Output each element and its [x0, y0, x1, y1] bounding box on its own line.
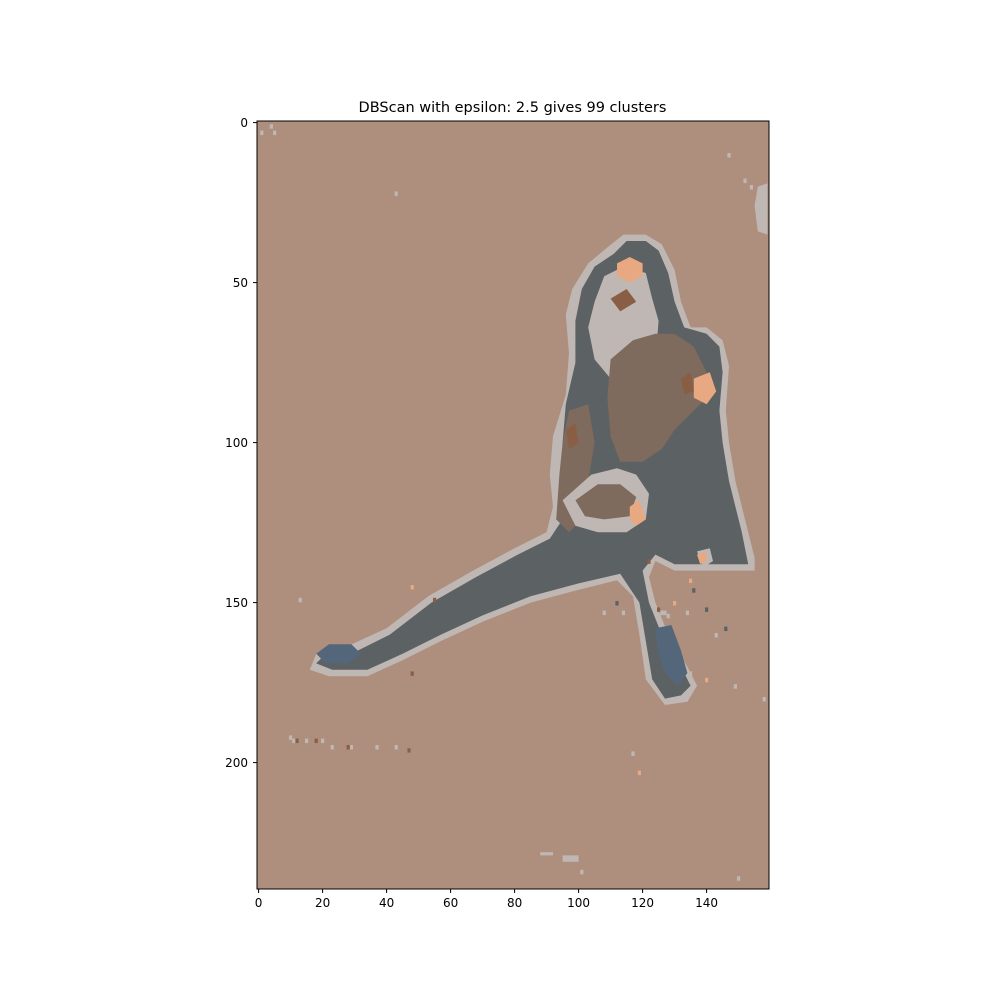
cluster-region-rust — [681, 372, 694, 395]
cluster-speck-edge — [330, 745, 334, 750]
cluster-speck-rust — [647, 559, 651, 564]
x-tick-label: 100 — [567, 896, 590, 910]
cluster-speck-edge — [631, 751, 635, 756]
cluster-region-edge — [754, 183, 768, 235]
cluster-speck-dark — [615, 601, 619, 606]
cluster-speck-edge — [269, 124, 273, 129]
y-axis: 0 50 100 150 200 — [225, 116, 257, 770]
x-tick-label: 0 — [255, 896, 263, 910]
x-tick-label: 40 — [379, 896, 394, 910]
cluster-region-rust — [565, 423, 579, 449]
cluster-speck-edge — [260, 130, 264, 136]
cluster-speck-dark — [705, 607, 709, 612]
x-tick-label: 60 — [443, 896, 458, 910]
cluster-region-skin — [693, 372, 717, 405]
cluster-speck-skin — [705, 677, 709, 683]
y-tick-label: 100 — [225, 436, 248, 450]
cluster-region-brown — [607, 333, 707, 462]
cluster-speck-edge — [714, 633, 718, 638]
y-tick-label: 50 — [233, 276, 248, 290]
x-tick-label: 120 — [631, 896, 654, 910]
cluster-speck-edge — [375, 745, 379, 750]
x-axis: 0 20 40 60 80 100 120 140 — [255, 889, 718, 910]
cluster-speck-edge — [689, 671, 693, 676]
cluster-speck-rust — [346, 745, 350, 750]
cluster-speck-rust — [295, 738, 299, 744]
cluster-regions — [309, 183, 768, 862]
cluster-speck-dark — [724, 626, 728, 632]
cluster-speck-edge — [737, 876, 741, 881]
cluster-speck-edge — [349, 745, 353, 750]
cluster-speck-edge — [394, 745, 398, 750]
x-tick-label: 20 — [315, 896, 330, 910]
cluster-speck-skin — [689, 578, 693, 584]
cluster-speck-edge — [727, 153, 731, 158]
cluster-speck-edge — [580, 869, 584, 875]
cluster-speck-edge — [298, 597, 302, 603]
cluster-speck-edge — [321, 738, 325, 744]
cluster-speck-edge — [743, 178, 747, 184]
cluster-region-edge — [562, 855, 579, 862]
cluster-speck-rust — [407, 748, 411, 753]
cluster-speck-rust — [410, 671, 414, 676]
cluster-speck-edge — [663, 610, 667, 616]
cluster-speck-edge — [602, 610, 606, 616]
cluster-region-edge — [540, 852, 553, 856]
plot-area — [257, 121, 769, 889]
y-tick-label: 200 — [225, 756, 248, 770]
cluster-speck-rust — [657, 607, 661, 612]
cluster-region-skin — [697, 551, 707, 565]
cluster-speck-edge — [762, 697, 766, 702]
cluster-speck-skin — [410, 585, 414, 590]
x-tick-label: 80 — [507, 896, 522, 910]
cluster-speck-edge — [273, 130, 277, 136]
cluster-speck-edge — [305, 738, 309, 744]
y-tick-label: 150 — [225, 596, 248, 610]
cluster-speck-edge — [666, 613, 670, 619]
cluster-region-blue — [316, 644, 361, 664]
cluster-speck-edge — [733, 684, 737, 689]
cluster-region-brown — [575, 484, 637, 520]
cluster-region-skin — [617, 257, 643, 283]
cluster-speck-dark — [692, 588, 696, 593]
cluster-speck-edge — [621, 610, 625, 616]
cluster-speck-skin — [637, 770, 641, 776]
cluster-speck-edge — [292, 738, 296, 744]
cluster-specks — [260, 124, 766, 881]
cluster-speck-edge — [289, 735, 293, 740]
cluster-speck-edge — [685, 610, 689, 616]
cluster-speck-skin — [673, 601, 677, 606]
cluster-speck-edge — [394, 191, 398, 196]
cluster-region-rust — [610, 289, 637, 312]
y-tick-label: 0 — [240, 116, 248, 130]
cluster-region-skin — [629, 500, 646, 526]
x-tick-label: 140 — [695, 896, 718, 910]
chart-title: DBScan with epsilon: 2.5 gives 99 cluste… — [359, 100, 667, 116]
cluster-speck-rust — [314, 738, 318, 744]
cluster-speck-edge — [660, 610, 664, 616]
plot-frame — [256, 120, 770, 890]
cluster-speck-rust — [433, 597, 437, 603]
cluster-region-blue — [655, 625, 688, 686]
cluster-speck-edge — [749, 185, 753, 190]
